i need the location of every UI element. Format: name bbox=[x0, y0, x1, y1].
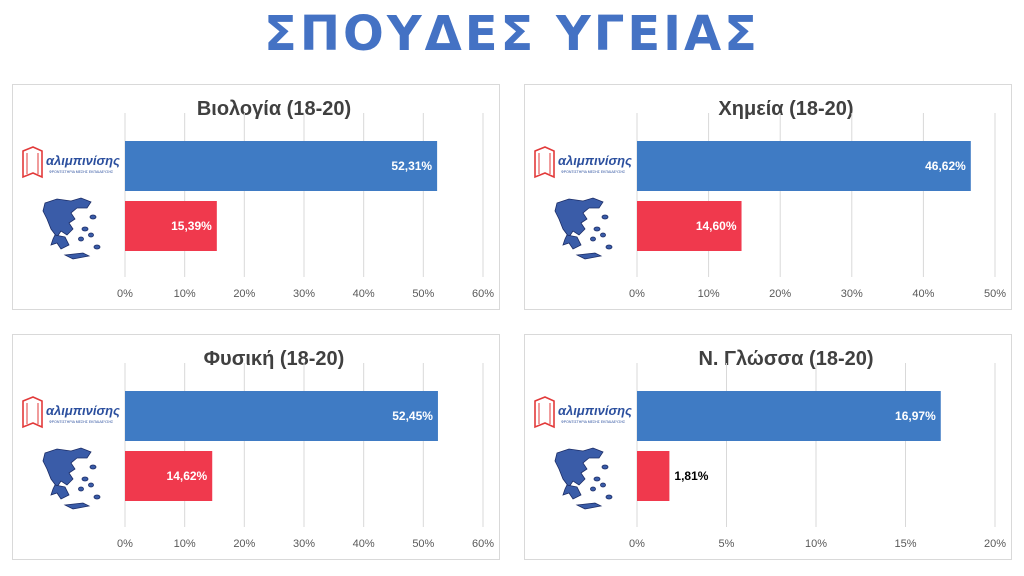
brand-tagline: ΦΡΟΝΤΙΣΤΗΡΙΑ ΜΕΣΗΣ ΕΚΠΑΙΔΕΥΣΗΣ bbox=[561, 420, 626, 424]
bar-value-label: 15,39% bbox=[171, 219, 212, 233]
bar-national bbox=[637, 201, 742, 251]
chart-panel-physics: Φυσική (18-20) 0% 10% 20% 30% 40% 50% 60% 52,45%… bbox=[12, 334, 500, 560]
x-tick-label: 10% bbox=[805, 538, 827, 550]
x-tick-label: 0% bbox=[629, 538, 645, 550]
x-tick-label: 60% bbox=[472, 288, 494, 300]
bar-value-label: 14,60% bbox=[696, 219, 737, 233]
chart-panel-chemistry: Χημεία (18-20) 0% 10% 20% 30% 40% 50% 46,62% 14,… bbox=[524, 84, 1012, 310]
x-tick-label: 20% bbox=[984, 538, 1006, 550]
alimpinisis-logo-icon: αλιμπινίσης ΦΡΟΝΤΙΣΤΗΡΙΑ ΜΕΣΗΣ ΕΚΠΑΙΔΕΥΣΗ… bbox=[22, 146, 120, 179]
bar-alimpinisis bbox=[637, 391, 941, 441]
x-tick-label: 30% bbox=[293, 538, 315, 550]
x-tick-label: 30% bbox=[841, 288, 863, 300]
chart-panel-biology: Βιολογία (18-20) 0% 10% 20% 30% 40% 50% 60% 52,3… bbox=[12, 84, 500, 310]
alimpinisis-logo-icon: αλιμπινίσης ΦΡΟΝΤΙΣΤΗΡΙΑ ΜΕΣΗΣ ΕΚΠΑΙΔΕΥΣΗ… bbox=[534, 146, 632, 179]
brand-tagline: ΦΡΟΝΤΙΣΤΗΡΙΑ ΜΕΣΗΣ ΕΚΠΑΙΔΕΥΣΗΣ bbox=[49, 170, 114, 174]
x-tick-label: 40% bbox=[353, 538, 375, 550]
brand-name: αλιμπινίσης bbox=[558, 153, 632, 168]
brand-tagline: ΦΡΟΝΤΙΣΤΗΡΙΑ ΜΕΣΗΣ ΕΚΠΑΙΔΕΥΣΗΣ bbox=[561, 170, 626, 174]
x-tick-label: 0% bbox=[629, 288, 645, 300]
chart-title: Βιολογία (18-20) bbox=[197, 98, 351, 120]
x-tick-label: 0% bbox=[117, 538, 133, 550]
brand-name: αλιμπινίσης bbox=[46, 403, 120, 418]
bar-alimpinisis bbox=[637, 141, 971, 191]
bar-alimpinisis bbox=[125, 141, 438, 191]
greece-map-icon bbox=[554, 197, 613, 260]
x-tick-label: 40% bbox=[912, 288, 934, 300]
brand-name: αλιμπινίσης bbox=[558, 403, 632, 418]
bar-value-label: 16,97% bbox=[895, 409, 936, 423]
x-tick-label: 10% bbox=[174, 288, 196, 300]
bar-alimpinisis bbox=[125, 391, 438, 441]
x-tick-label: 20% bbox=[233, 288, 255, 300]
x-tick-label: 10% bbox=[174, 538, 196, 550]
bar-value-label: 14,62% bbox=[167, 469, 208, 483]
chart-physics: Φυσική (18-20) 0% 10% 20% 30% 40% 50% 60% 52,45%… bbox=[22, 348, 494, 550]
brand-tagline: ΦΡΟΝΤΙΣΤΗΡΙΑ ΜΕΣΗΣ ΕΚΠΑΙΔΕΥΣΗΣ bbox=[49, 420, 114, 424]
chart-title: Ν. Γλώσσα (18-20) bbox=[698, 348, 873, 370]
x-tick-label: 60% bbox=[472, 538, 494, 550]
chart-chemistry: Χημεία (18-20) 0% 10% 20% 30% 40% 50% 46,62% 14,… bbox=[534, 98, 1006, 300]
bar-value-label: 52,45% bbox=[392, 409, 433, 423]
bar-value-label: 52,31% bbox=[391, 159, 432, 173]
bar-value-label: 46,62% bbox=[925, 159, 966, 173]
x-tick-label: 5% bbox=[719, 538, 735, 550]
x-tick-label: 10% bbox=[698, 288, 720, 300]
chart-greek-language: Ν. Γλώσσα (18-20) 0% 5% 10% 15% 20% 16,97% 1,81… bbox=[534, 348, 1006, 550]
x-tick-label: 30% bbox=[293, 288, 315, 300]
alimpinisis-logo-icon: αλιμπινίσης ΦΡΟΝΤΙΣΤΗΡΙΑ ΜΕΣΗΣ ΕΚΠΑΙΔΕΥΣΗ… bbox=[22, 396, 120, 429]
x-tick-label: 50% bbox=[984, 288, 1006, 300]
bar-national bbox=[125, 451, 213, 501]
chart-title: Χημεία (18-20) bbox=[718, 98, 853, 120]
greece-map-icon bbox=[42, 197, 101, 260]
x-tick-label: 0% bbox=[117, 288, 133, 300]
alimpinisis-logo-icon: αλιμπινίσης ΦΡΟΝΤΙΣΤΗΡΙΑ ΜΕΣΗΣ ΕΚΠΑΙΔΕΥΣΗ… bbox=[534, 396, 632, 429]
chart-panel-greek-language: Ν. Γλώσσα (18-20) 0% 5% 10% 15% 20% 16,97% 1,81… bbox=[524, 334, 1012, 560]
brand-name: αλιμπινίσης bbox=[46, 153, 120, 168]
x-tick-label: 15% bbox=[894, 538, 916, 550]
bar-national bbox=[125, 201, 217, 251]
bar-national bbox=[637, 451, 670, 501]
page-title: ΣΠΟΥΔΕΣ ΥΓΕΙΑΣ bbox=[264, 6, 760, 62]
x-tick-label: 20% bbox=[769, 288, 791, 300]
chart-title: Φυσική (18-20) bbox=[204, 348, 345, 370]
x-tick-label: 40% bbox=[353, 288, 375, 300]
chart-biology: Βιολογία (18-20) 0% 10% 20% 30% 40% 50% 60% 52,3… bbox=[22, 98, 494, 300]
x-tick-label: 50% bbox=[412, 288, 434, 300]
x-tick-label: 50% bbox=[412, 538, 434, 550]
greece-map-icon bbox=[554, 447, 613, 510]
greece-map-icon bbox=[42, 447, 101, 510]
x-tick-label: 20% bbox=[233, 538, 255, 550]
bar-value-label: 1,81% bbox=[674, 469, 708, 483]
